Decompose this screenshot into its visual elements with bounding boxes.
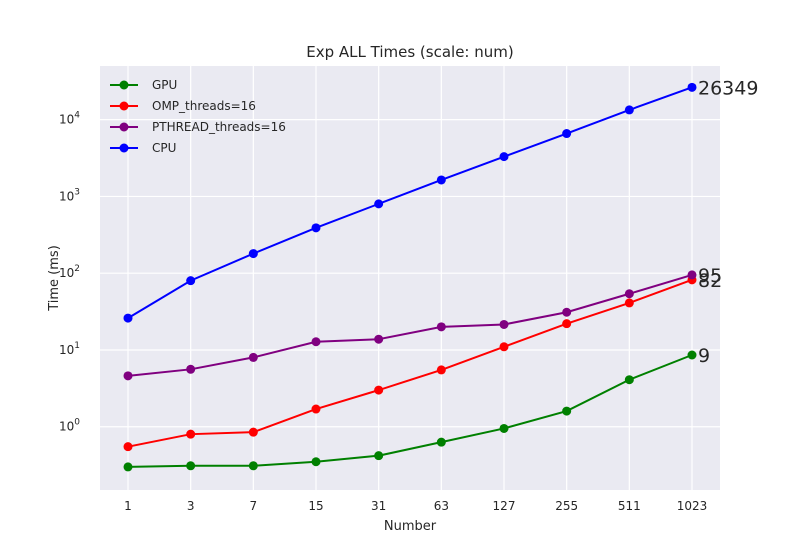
data-point bbox=[311, 337, 321, 347]
x-tick-label: 127 bbox=[493, 499, 516, 513]
data-point bbox=[499, 152, 509, 162]
data-point bbox=[562, 307, 572, 317]
data-point bbox=[436, 437, 446, 447]
series-line bbox=[127, 354, 693, 468]
data-point bbox=[374, 199, 384, 209]
data-point bbox=[624, 375, 634, 385]
data-point bbox=[311, 223, 321, 233]
data-point bbox=[123, 442, 133, 452]
legend-item: PTHREAD_threads=16 bbox=[110, 120, 286, 134]
x-tick-label: 15 bbox=[308, 499, 323, 513]
legend-swatch-marker bbox=[119, 122, 129, 132]
plot-area bbox=[100, 66, 720, 490]
series-layer bbox=[123, 82, 697, 472]
legend-item: GPU bbox=[110, 78, 177, 92]
y-tick-labels: 100 101 102 103 104 bbox=[59, 111, 80, 434]
data-point bbox=[186, 429, 196, 439]
end-value-label: 26349 bbox=[698, 77, 758, 99]
data-point bbox=[248, 427, 258, 437]
data-point bbox=[499, 319, 509, 329]
x-tick-label: 31 bbox=[371, 499, 386, 513]
legend-label: CPU bbox=[152, 141, 176, 155]
y-tick-label: 103 bbox=[59, 187, 80, 203]
data-point bbox=[687, 270, 697, 280]
data-point bbox=[562, 319, 572, 329]
data-point bbox=[499, 423, 509, 433]
data-point bbox=[687, 82, 697, 92]
series-line bbox=[127, 278, 693, 448]
legend-item: CPU bbox=[110, 141, 176, 155]
data-point bbox=[186, 461, 196, 471]
data-point bbox=[374, 451, 384, 461]
data-point bbox=[624, 105, 634, 115]
data-point bbox=[248, 249, 258, 259]
data-point bbox=[123, 462, 133, 472]
data-point bbox=[436, 365, 446, 375]
series-pthread-threads-16 bbox=[123, 270, 697, 381]
series-line bbox=[127, 86, 693, 319]
end-value-label: 82 bbox=[698, 270, 722, 292]
end-value-label: 95 bbox=[698, 265, 722, 287]
y-axis-label: Time (ms) bbox=[47, 245, 62, 312]
data-point bbox=[123, 313, 133, 323]
data-point bbox=[436, 175, 446, 185]
legend: GPU OMP_threads=16 PTHREAD_threads=16 CPU bbox=[110, 78, 286, 155]
end-value-label: 9 bbox=[698, 345, 710, 367]
data-point bbox=[311, 457, 321, 467]
x-axis-label: Number bbox=[384, 519, 437, 534]
legend-label: OMP_threads=16 bbox=[152, 99, 256, 113]
data-point bbox=[562, 406, 572, 416]
x-tick-label: 3 bbox=[187, 499, 195, 513]
legend-label: GPU bbox=[152, 78, 177, 92]
series-line bbox=[127, 273, 693, 377]
x-tick-label: 1023 bbox=[677, 499, 708, 513]
x-tick-label: 1 bbox=[124, 499, 132, 513]
legend-swatch-marker bbox=[119, 80, 129, 90]
data-point bbox=[248, 461, 258, 471]
series-cpu bbox=[123, 82, 697, 323]
legend-item: OMP_threads=16 bbox=[110, 99, 256, 113]
data-point bbox=[436, 322, 446, 332]
data-point bbox=[687, 350, 697, 360]
y-tick-label: 102 bbox=[59, 264, 80, 280]
data-point bbox=[123, 371, 133, 381]
x-tick-label: 255 bbox=[555, 499, 578, 513]
y-tick-label: 100 bbox=[59, 418, 80, 434]
legend-swatch-marker bbox=[119, 101, 129, 111]
y-tick-label: 101 bbox=[59, 341, 80, 357]
data-point bbox=[499, 342, 509, 352]
legend-swatch-marker bbox=[119, 143, 129, 153]
data-point bbox=[624, 289, 634, 299]
data-point bbox=[186, 276, 196, 286]
x-tick-label: 511 bbox=[618, 499, 641, 513]
data-point bbox=[186, 364, 196, 374]
data-point bbox=[374, 385, 384, 395]
x-tick-labels: 1 3 7 15 31 63 127 255 511 1023 bbox=[124, 499, 707, 513]
data-point bbox=[248, 352, 258, 362]
x-tick-label: 63 bbox=[434, 499, 449, 513]
data-point bbox=[374, 334, 384, 344]
data-point bbox=[311, 404, 321, 414]
series-gpu bbox=[123, 350, 697, 472]
x-tick-label: 7 bbox=[250, 499, 258, 513]
data-point bbox=[624, 298, 634, 308]
series-omp-threads-16 bbox=[123, 275, 697, 452]
legend-label: PTHREAD_threads=16 bbox=[152, 120, 286, 134]
y-tick-label: 104 bbox=[59, 111, 80, 127]
data-point bbox=[562, 129, 572, 139]
chart-title: Exp ALL Times (scale: num) bbox=[306, 43, 513, 61]
